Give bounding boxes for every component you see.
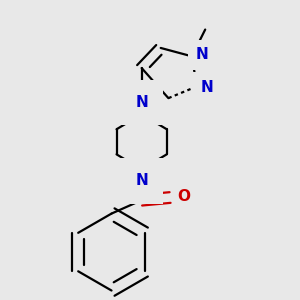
Text: N: N <box>196 47 208 62</box>
Text: N: N <box>135 95 148 110</box>
Text: N: N <box>201 80 214 94</box>
Text: O: O <box>177 189 190 204</box>
Text: N: N <box>135 173 148 188</box>
